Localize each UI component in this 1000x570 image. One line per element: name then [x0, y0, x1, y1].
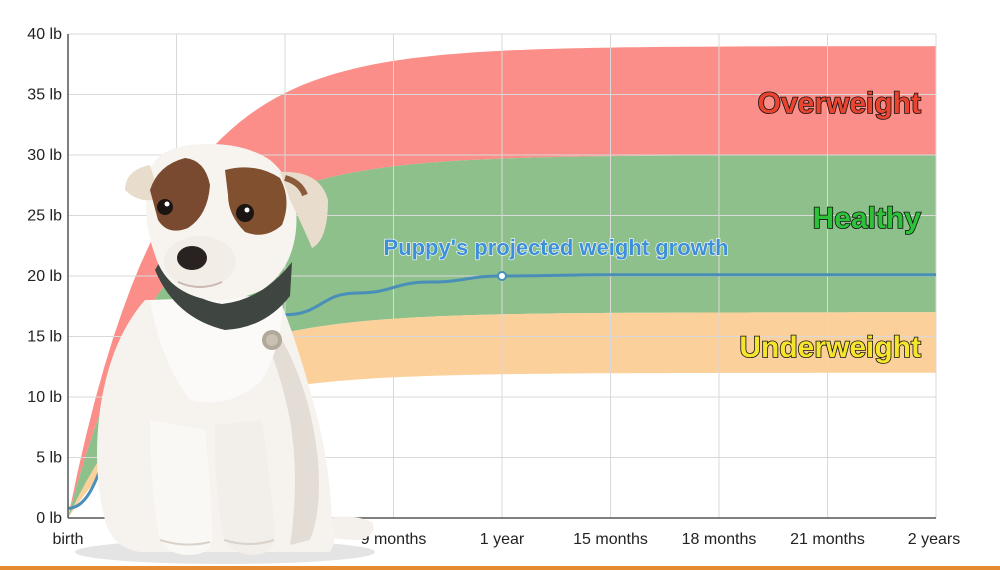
x-tick-label: 1 year — [480, 531, 525, 548]
x-tick-label: birth — [52, 531, 83, 548]
puppy-photo — [75, 144, 375, 564]
bottom-accent-rule — [0, 566, 1000, 570]
zone-label-overweight: Overweight — [758, 87, 921, 120]
zone-label-underweight: Underweight — [739, 331, 921, 364]
y-tick-label: 15 lb — [27, 329, 62, 346]
x-tick-label: 15 months — [573, 531, 648, 548]
y-tick-label: 10 lb — [27, 389, 62, 406]
growth-label: Puppy's projected weight growth — [383, 235, 728, 260]
growth-marker — [497, 271, 507, 281]
y-tick-label: 0 lb — [36, 510, 62, 527]
y-tick-label: 35 lb — [27, 87, 62, 104]
zone-label-healthy: Healthy — [813, 202, 922, 235]
y-tick-label: 25 lb — [27, 208, 62, 225]
y-tick-label: 5 lb — [36, 450, 62, 467]
y-tick-label: 30 lb — [27, 147, 62, 164]
y-tick-label: 40 lb — [27, 26, 62, 43]
x-tick-label: 18 months — [682, 531, 757, 548]
x-tick-label: 9 months — [361, 531, 427, 548]
y-axis-ticks: 0 lb 5 lb 10 lb 15 lb 20 lb 25 lb 30 lb 35 lb 40… — [27, 26, 62, 527]
growth-series: Puppy's projected weight growth — [67, 234, 936, 510]
x-tick-label: 2 years — [908, 531, 960, 548]
x-tick-label: 21 months — [790, 531, 865, 548]
zone-labels: Overweight Healthy Underweight — [739, 86, 923, 365]
y-tick-label: 20 lb — [27, 268, 62, 285]
